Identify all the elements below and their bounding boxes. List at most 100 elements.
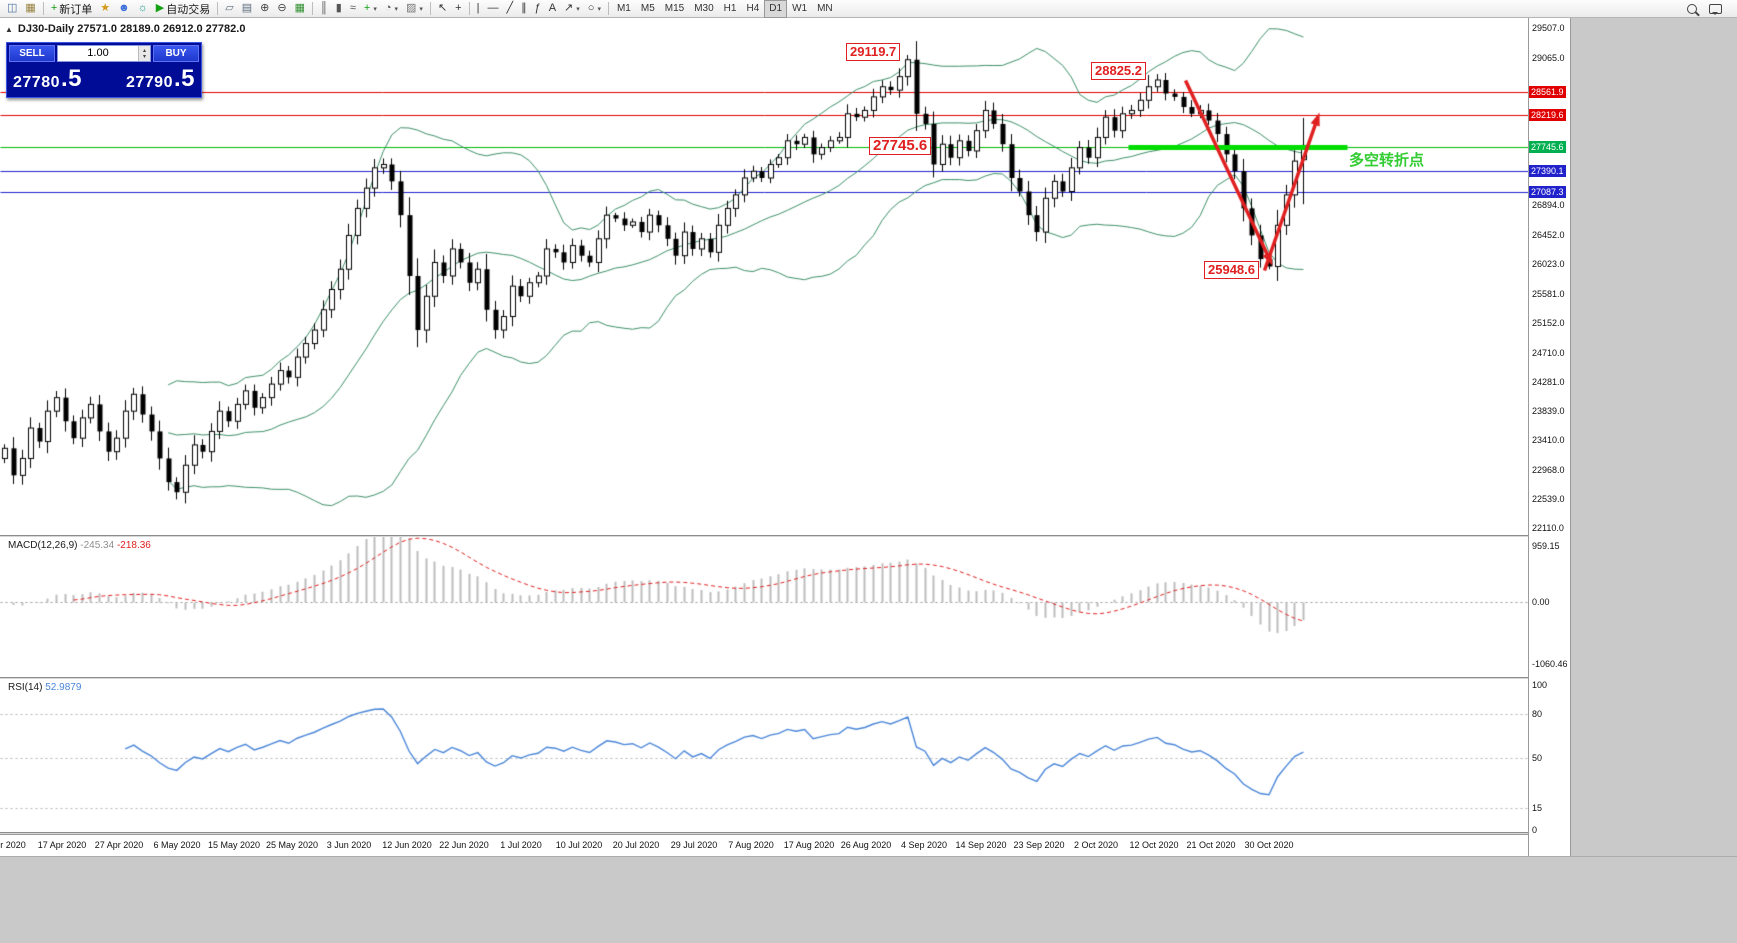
fibonacci-icon: ƒ bbox=[534, 2, 541, 14]
text-label-icon: A bbox=[548, 2, 557, 14]
scripts-button[interactable]: ★ bbox=[96, 0, 114, 18]
one-click-toggle-icon[interactable]: ▲ bbox=[5, 24, 13, 34]
date-axis-label: 17 Apr 2020 bbox=[37, 840, 87, 850]
date-axis-label: 4 Sep 2020 bbox=[900, 840, 948, 850]
rsi-label: RSI(14) 52.9879 bbox=[6, 682, 84, 693]
profiles-icon: ▦ bbox=[25, 2, 36, 14]
new-order-button-label: 新订单 bbox=[59, 3, 93, 16]
panel-separator[interactable] bbox=[0, 832, 1570, 834]
zoom-in-button[interactable]: ⊕ bbox=[256, 0, 273, 18]
arrows-icon: ↗ bbox=[564, 2, 574, 14]
price-annotation[interactable]: 29119.7 bbox=[846, 43, 901, 61]
macd-indicator-canvas[interactable] bbox=[0, 537, 1528, 677]
arrows-button[interactable]: ↗ ▾ bbox=[560, 0, 584, 18]
auto-trading-button[interactable]: ▶ 自动交易 bbox=[152, 0, 214, 18]
channel-button[interactable]: ∥ bbox=[517, 0, 531, 18]
axis-label: 0.00 bbox=[1532, 597, 1550, 607]
zoom-out-button[interactable]: ⊖ bbox=[273, 0, 290, 18]
timeframe-m5-button[interactable]: M5 bbox=[640, 3, 655, 14]
trendline-button[interactable]: ╱ bbox=[502, 0, 517, 18]
chat-button[interactable] bbox=[1705, 0, 1726, 18]
periods-button[interactable]: ◔ ▾ bbox=[381, 0, 402, 18]
timeframe-m1-button[interactable]: M1 bbox=[616, 3, 631, 14]
date-axis-label: 29 Jul 2020 bbox=[670, 840, 718, 850]
profiles-button[interactable]: ▦ bbox=[21, 0, 39, 18]
toolbar-right-group bbox=[1683, 0, 1734, 17]
sell-button[interactable]: SELL bbox=[9, 45, 55, 62]
market-icon: ☼ bbox=[137, 2, 148, 14]
axis-label: 29065.0 bbox=[1532, 53, 1565, 64]
chart-symbol-title: ▲ DJ30-Daily 27571.0 28189.0 26912.0 277… bbox=[5, 23, 245, 35]
chart-annotations-layer: 29119.7 28825.2 27745.6 25948.6 多空转折点 bbox=[0, 18, 1528, 535]
timeframe-m15-button[interactable]: M15 bbox=[664, 3, 685, 14]
horizontal-line-button[interactable]: — bbox=[483, 0, 502, 18]
macd-name: MACD(12,26,9) bbox=[8, 540, 78, 551]
volume-value[interactable]: 1.00 bbox=[87, 47, 109, 59]
axis-label: 22968.0 bbox=[1532, 465, 1565, 476]
date-axis-label: 6 May 2020 bbox=[153, 840, 201, 850]
price-annotation[interactable]: 28825.2 bbox=[1091, 62, 1146, 80]
timeframe-w1-button[interactable]: W1 bbox=[792, 3, 808, 14]
candlestick-chart-button[interactable]: ▮ bbox=[332, 0, 346, 18]
market-button[interactable]: ☼ bbox=[134, 0, 152, 18]
rsi-name: RSI(14) bbox=[8, 682, 43, 693]
date-axis-label: 20 Jul 2020 bbox=[612, 840, 660, 850]
buy-price[interactable]: 27790.5 bbox=[126, 65, 195, 93]
sell-price-main: 27780 bbox=[13, 74, 60, 91]
indicators-icon: + bbox=[363, 2, 371, 14]
main-chart-canvas[interactable] bbox=[0, 18, 1528, 535]
chart-window: 29119.7 28825.2 27745.6 25948.6 多空转折点 ▲ DJ30… bbox=[0, 18, 1571, 856]
grid-button[interactable]: ▦ bbox=[291, 0, 309, 18]
text-annotation[interactable]: 多空转折点 bbox=[1349, 152, 1425, 169]
cascade-windows-button[interactable]: ▱ bbox=[221, 0, 237, 18]
right-panel-area bbox=[1571, 18, 1737, 856]
axis-label: 24710.0 bbox=[1532, 347, 1565, 358]
panel-separator[interactable] bbox=[0, 677, 1570, 679]
date-axis-label: 1 Jul 2020 bbox=[500, 840, 542, 850]
community-icon: ☻ bbox=[118, 2, 130, 14]
sell-price[interactable]: 27780.5 bbox=[13, 65, 82, 93]
fibonacci-button[interactable]: ƒ bbox=[531, 0, 545, 18]
indicators-button[interactable]: + ▾ bbox=[360, 0, 381, 18]
volume-stepper[interactable]: 1.00 ▴ ▾ bbox=[57, 45, 151, 62]
price-level-chip: 28219.6 bbox=[1529, 109, 1566, 122]
cursor-button[interactable]: ↖ bbox=[434, 0, 451, 18]
buy-price-fraction: .5 bbox=[173, 65, 195, 92]
new-order-button[interactable]: + 新订单 bbox=[47, 0, 96, 18]
toolbar-main-group: ◫ ▦ + 新订单 ★ ☻ ☼ ▶ 自动交易 ▱ ▤ ⊕ ⊖ ▦ ║ ▮ ≈ + ▾ ◔ ▾ ▨ ▾ ↖ + | — ╱ ∥ ƒ A ↗ ▾ ○ ▾ bbox=[3, 0, 612, 17]
templates-button[interactable]: ▨ ▾ bbox=[402, 0, 427, 18]
dropdown-arrow-icon: ▾ bbox=[419, 5, 423, 13]
date-axis-label: 27 Apr 2020 bbox=[94, 840, 144, 850]
date-axis[interactable]: 7 Apr 2020 17 Apr 2020 27 Apr 2020 6 May 20… bbox=[0, 834, 1570, 856]
timeframe-h4-button[interactable]: H4 bbox=[746, 3, 760, 14]
axis-label: 0 bbox=[1532, 825, 1538, 835]
toolbar-separator bbox=[468, 2, 470, 15]
timeframe-d1-button[interactable]: D1 bbox=[764, 0, 788, 18]
volume-down-icon[interactable]: ▾ bbox=[142, 53, 146, 60]
vertical-line-button[interactable]: | bbox=[473, 0, 484, 18]
panel-separator[interactable] bbox=[0, 535, 1570, 537]
axis-label: -1060.46 bbox=[1532, 658, 1568, 669]
timeframe-mn-button[interactable]: MN bbox=[817, 3, 833, 14]
price-annotation[interactable]: 25948.6 bbox=[1204, 261, 1259, 279]
shapes-button[interactable]: ○ ▾ bbox=[584, 0, 605, 18]
timeframe-m30-button[interactable]: M30 bbox=[694, 3, 714, 14]
volume-up-icon[interactable]: ▴ bbox=[142, 47, 146, 54]
price-annotation[interactable]: 27745.6 bbox=[869, 137, 932, 155]
buy-button[interactable]: BUY bbox=[153, 45, 199, 62]
timeframe-h1-button[interactable]: H1 bbox=[723, 3, 737, 14]
rsi-indicator-canvas[interactable] bbox=[0, 679, 1528, 832]
crosshair-button[interactable]: + bbox=[451, 0, 465, 18]
bar-chart-button[interactable]: ║ bbox=[316, 0, 332, 18]
text-label-button[interactable]: A bbox=[545, 0, 560, 18]
axis-label: 26023.0 bbox=[1532, 258, 1565, 269]
price-axis[interactable]: 29507.0 29065.0 26894.0 26452.0 26023.0 25581… bbox=[1528, 18, 1570, 856]
new-chart-button[interactable]: ◫ bbox=[3, 0, 21, 18]
search-button[interactable] bbox=[1683, 0, 1701, 18]
cursor-icon: ↖ bbox=[437, 2, 448, 14]
tile-windows-button[interactable]: ▤ bbox=[238, 0, 256, 18]
new-order-icon: + bbox=[50, 2, 58, 14]
line-chart-button[interactable]: ≈ bbox=[346, 0, 360, 18]
community-button[interactable]: ☻ bbox=[114, 0, 134, 18]
shapes-icon: ○ bbox=[587, 2, 595, 14]
